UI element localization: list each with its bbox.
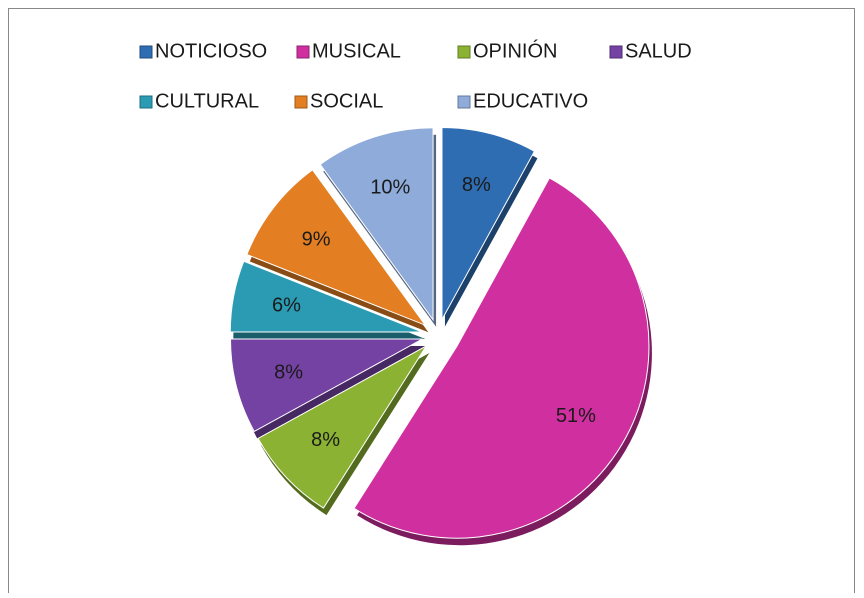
slice [246,169,427,327]
slice [353,177,650,539]
legend-label: NOTICIOSO [155,40,267,62]
legend-label: SALUD [625,40,692,62]
data-label: 10% [370,177,410,199]
data-label: 8% [311,429,340,451]
legend-label: MUSICAL [312,40,401,62]
legend-swatch [457,95,471,109]
legend-swatch [609,45,623,59]
legend-label: EDUCATIVO [473,90,588,112]
slice [319,127,434,322]
slice [441,127,536,320]
data-label: 51% [556,405,596,427]
legend-label: CULTURAL [155,90,259,112]
legend-swatch [296,45,310,59]
legend-swatch [139,95,153,109]
data-label: 8% [462,174,491,196]
legend-swatch [139,45,153,59]
data-label: 6% [272,294,301,316]
legend-label: OPINIÓN [473,39,557,62]
data-label: 8% [274,362,303,384]
legend-swatch [294,95,308,109]
slice [229,260,423,333]
slice [230,338,423,433]
data-label: 9% [302,229,331,251]
slice [257,345,427,509]
legend-label: SOCIAL [310,90,383,112]
legend-swatch [457,45,471,59]
